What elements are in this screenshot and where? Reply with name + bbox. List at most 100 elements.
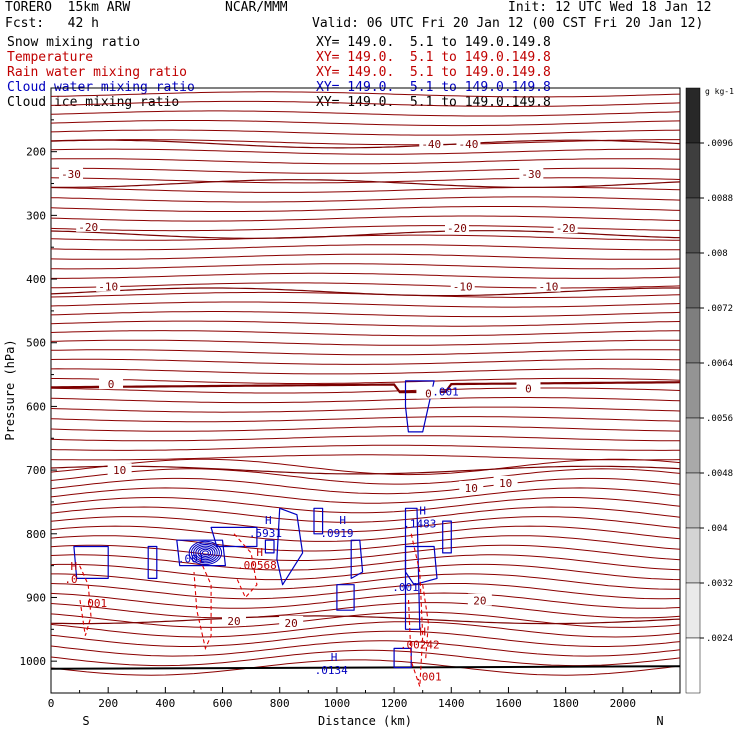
temperature-label: -30 — [521, 168, 541, 181]
colorbar-swatch — [685, 417, 701, 474]
y-tick-label: 1000 — [20, 655, 47, 668]
temperature-label: -20 — [78, 221, 98, 234]
rain-water-contour — [233, 533, 258, 599]
colorbar-swatch — [685, 307, 701, 364]
chart-annotation: .001 — [178, 552, 205, 565]
cloud-water-core — [190, 542, 220, 564]
valid-time: Valid: 06 UTC Fri 20 Jan 12 (00 CST Fri … — [312, 16, 704, 31]
temperature-label-bg — [536, 279, 561, 292]
init-time: Init: 12 UTC Wed 18 Jan 12 — [508, 0, 712, 15]
isentrope-line — [50, 215, 681, 222]
isentrope-line — [50, 425, 681, 432]
isentrope-line — [50, 583, 681, 600]
isentrope-line — [50, 554, 681, 571]
temperature-contour — [50, 615, 681, 625]
temperature-label-bg — [416, 386, 441, 399]
colorbar-swatch — [685, 637, 701, 694]
isentrope-line — [50, 301, 681, 308]
colorbar-label: .0048 — [706, 469, 733, 479]
isentrope-line — [50, 196, 681, 203]
temperature-label-bg — [419, 137, 444, 150]
temperature-label: -10 — [98, 281, 118, 294]
temperature-label: -10 — [539, 281, 559, 294]
field-name-snow: Snow mixing ratio — [7, 35, 141, 50]
isentrope-line — [50, 148, 681, 155]
chart-annotation: H — [419, 626, 426, 639]
isentrope-line — [50, 120, 681, 127]
cloud-water-contour — [404, 507, 421, 630]
isentrope-line — [50, 659, 681, 676]
x-tick-label: 1200 — [381, 697, 408, 710]
colorbar-swatch — [685, 142, 701, 199]
colorbar-label: .0032 — [706, 579, 733, 589]
isentrope-line — [50, 320, 681, 327]
isentrope-line — [50, 358, 681, 365]
cloud-water-contour — [73, 545, 109, 579]
temperature-label-bg — [467, 593, 492, 606]
temperature-label-bg — [444, 221, 469, 234]
temperature-label-bg — [96, 279, 121, 292]
isentrope-line — [50, 225, 680, 232]
cloud-water-contour — [176, 539, 226, 567]
isentrope-line — [50, 525, 681, 542]
isentrope-line — [51, 573, 680, 590]
isentrope-line — [51, 272, 681, 279]
temperature-label-bg — [450, 279, 475, 292]
isentrope-line — [51, 263, 681, 270]
isentrope-line — [51, 377, 681, 384]
isentrope-line — [50, 139, 680, 146]
cloud-water-contour — [147, 545, 158, 579]
isentrope-line — [50, 649, 681, 667]
cloud-water-contour — [313, 507, 324, 535]
isentrope-line — [50, 592, 681, 609]
temperature-label: 0 — [525, 383, 532, 396]
isentrope-line — [50, 129, 681, 136]
isentrope-line — [50, 100, 681, 107]
colorbar-swatch — [685, 472, 701, 529]
chart-annotation: H — [71, 560, 78, 573]
isentrope-line — [50, 477, 681, 495]
isentrope-line — [50, 602, 681, 619]
cloud-water-contour — [336, 584, 355, 611]
chart-annotation: .001 — [81, 597, 108, 610]
isentrope-line — [50, 458, 681, 476]
chart-annotation: H — [256, 546, 263, 559]
center-name: NCAR/MMM — [225, 0, 288, 15]
x-tick-label: 1600 — [495, 697, 522, 710]
chart-annotation: .0919 — [320, 527, 353, 540]
colorbar-label: .008 — [706, 249, 728, 259]
colorbar-label: .004 — [706, 524, 728, 534]
temperature-label: 10 — [499, 477, 512, 490]
isentrope-line — [50, 244, 680, 251]
temperature-contour — [50, 465, 681, 475]
y-tick-label: 200 — [26, 146, 46, 159]
isentrope-line — [50, 535, 681, 552]
isentrope-line — [50, 206, 681, 212]
x-tick-label: 800 — [270, 697, 290, 710]
y-tick-label: 700 — [26, 464, 46, 477]
temperature-label-bg — [279, 615, 304, 628]
isentrope-line — [50, 167, 681, 174]
y-tick-label: 600 — [26, 400, 46, 413]
chart-annotation: .0134 — [315, 664, 348, 677]
temperature-label: 0 — [425, 388, 432, 401]
temperature-label: 20 — [473, 595, 486, 608]
isentrope-line — [50, 110, 681, 117]
temperature-label: -40 — [458, 138, 478, 151]
chart-annotation: .001 — [432, 386, 459, 399]
isentrope-line — [50, 311, 681, 318]
temperature-contour — [51, 381, 681, 394]
cloud-water-contour — [210, 526, 258, 548]
temperature-label: 10 — [113, 464, 126, 477]
y-axis-label: Pressure (hPa) — [3, 339, 17, 440]
x-axis-north-label: N — [656, 714, 663, 728]
isentrope-line — [50, 397, 681, 404]
isentrope-line — [50, 368, 681, 375]
isentrope-line — [50, 406, 681, 413]
x-tick-label: 1000 — [324, 697, 351, 710]
field-xy-rain: XY= 149.0. 5.1 to 149.0.149.8 — [316, 65, 551, 80]
temperature-contour — [50, 139, 681, 149]
chart-annotation: .001 — [415, 670, 442, 683]
temperature-label-bg — [493, 475, 518, 488]
